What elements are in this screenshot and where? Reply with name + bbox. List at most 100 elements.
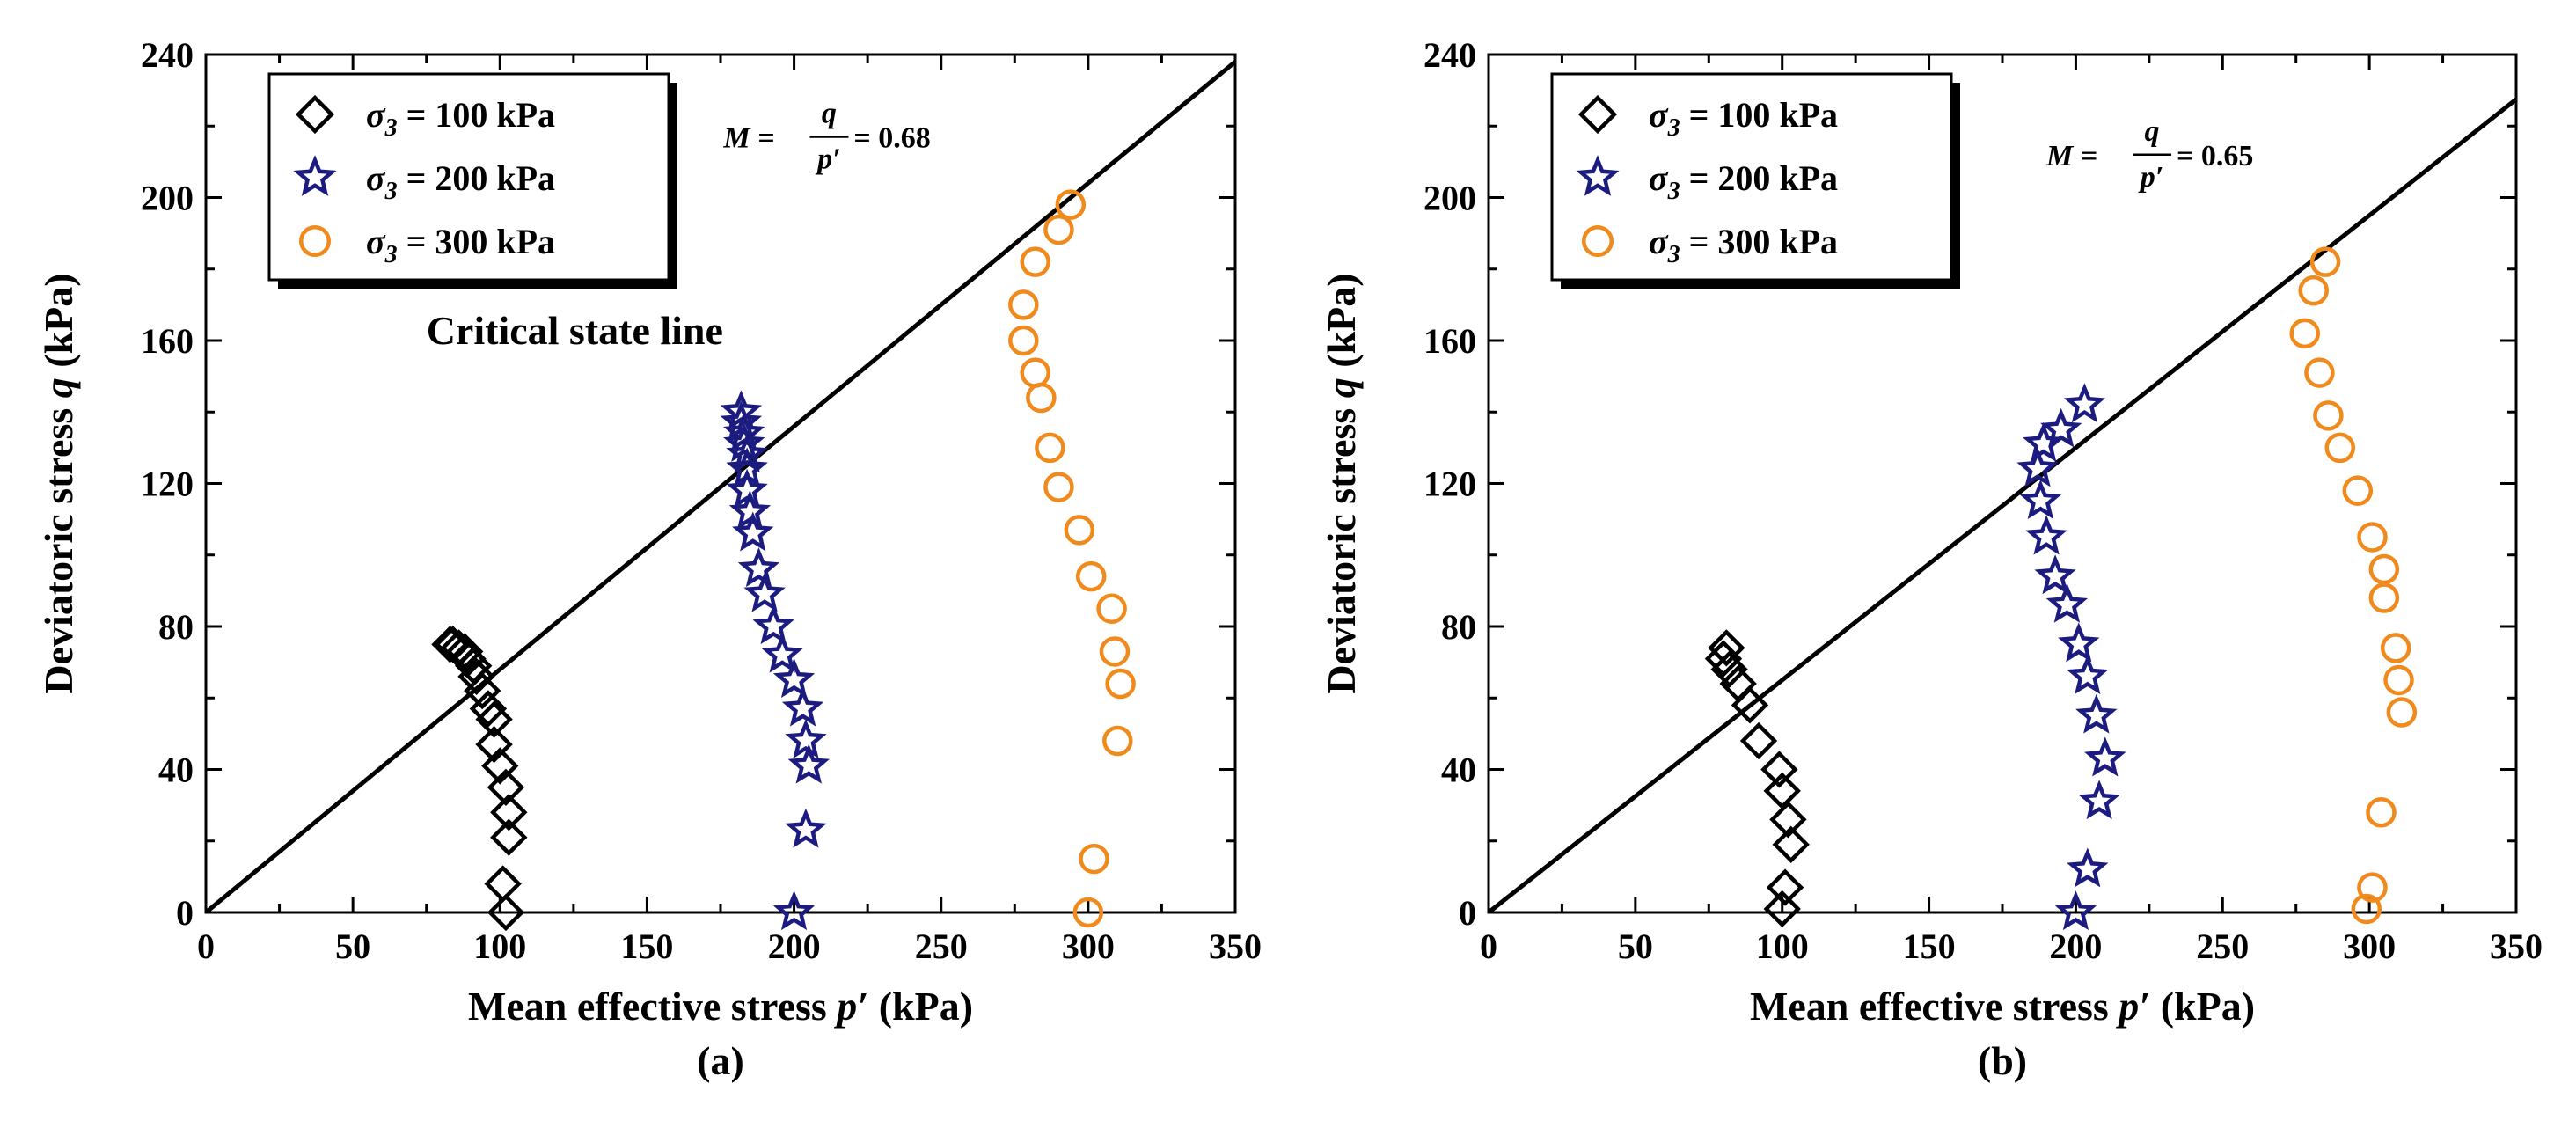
legend-label-rest: = 300 kPa <box>1680 222 1838 261</box>
data-point-circle <box>2383 664 2414 696</box>
x-tick-label: 250 <box>915 927 968 966</box>
panel-label: (a) <box>697 1038 744 1083</box>
legend-label: σ3 = 100 kPa <box>1649 95 1838 142</box>
y-axis-title: Deviatoric stress q (kPa) <box>1319 273 1364 693</box>
x-axis-title-unit: (kPa) <box>868 984 973 1029</box>
data-point-star <box>785 719 827 759</box>
legend-label-sigma: σ <box>1649 95 1669 135</box>
y-tick-label: 160 <box>141 321 194 361</box>
anno-denominator: p′ <box>815 143 841 175</box>
legend-label: σ3 = 300 kPa <box>1649 222 1838 268</box>
legend-label: σ3 = 200 kPa <box>1649 158 1838 205</box>
data-point-circle <box>2289 318 2320 349</box>
critical-state-line <box>206 60 1235 912</box>
data-point-circle <box>1079 843 1109 875</box>
legend-label: σ3 = 200 kPa <box>366 158 555 205</box>
x-axis-title: Mean effective stress p′ (kPa) <box>468 984 973 1029</box>
data-point-star <box>2025 515 2067 555</box>
legend-box <box>267 72 670 282</box>
legend-label-sub: 3 <box>1667 114 1680 142</box>
x-axis-title: Mean effective stress p′ (kPa) <box>1750 984 2255 1029</box>
x-axis-title-var: p′ <box>833 984 868 1029</box>
series-diamond <box>431 626 528 932</box>
legend-label-sub: 3 <box>384 114 398 142</box>
data-point-circle <box>1099 636 1131 667</box>
x-tick-label: 200 <box>2049 927 2102 966</box>
data-point-circle <box>2309 246 2341 277</box>
data-point-diamond <box>490 794 528 831</box>
data-point-circle <box>1055 189 1087 220</box>
data-point-star <box>787 743 831 784</box>
data-point-diamond <box>434 626 472 663</box>
data-point-circle <box>1008 325 1039 356</box>
data-point-diamond <box>1763 772 1801 810</box>
y-axis-title-var: q <box>36 377 81 398</box>
data-point-star <box>2040 407 2082 448</box>
y-tick-label: 120 <box>1423 465 1476 504</box>
legend-marker-diamond <box>1577 94 1618 135</box>
legend-label-rest: = 100 kPa <box>398 95 555 135</box>
y-axis-title-unit: (kPa) <box>36 273 81 377</box>
data-point-circle <box>1075 560 1107 592</box>
legend-label-rest: = 100 kPa <box>1680 95 1838 135</box>
data-point-circle <box>2366 797 2397 828</box>
data-point-diamond <box>1710 650 1748 688</box>
legend-label-sigma: σ <box>366 222 386 261</box>
x-tick-label: 300 <box>2343 927 2396 966</box>
data-point-diamond <box>1772 825 1810 863</box>
y-tick-label: 0 <box>176 893 194 933</box>
data-point-circle <box>2357 522 2388 553</box>
data-point-circle <box>1064 515 1095 546</box>
legend-label-rest: = 200 kPa <box>1680 158 1838 198</box>
anno-denominator: p′ <box>2138 161 2164 194</box>
data-point-circle <box>1072 897 1104 928</box>
data-point-circle <box>2357 872 2388 903</box>
legend-label-sigma: σ <box>366 95 386 135</box>
data-point-diamond <box>1769 801 1807 839</box>
y-axis-title-unit: (kPa) <box>1319 273 1364 377</box>
y-axis-title: Deviatoric stress q (kPa) <box>36 273 81 693</box>
data-point-diamond <box>490 818 528 856</box>
slope-annotation: M = q p′ = 0.65 <box>2045 115 2253 194</box>
anno-numerator: q <box>2145 115 2160 148</box>
x-axis-title-text: Mean effective stress <box>1750 984 2119 1029</box>
data-point-diamond <box>1763 890 1801 928</box>
y-tick-label: 160 <box>1423 321 1476 361</box>
data-point-circle <box>1043 214 1074 245</box>
panel-a: 0 50 100 150 200 250 300 350 0 40 80 120 160 200 240 Me… <box>36 35 1262 1083</box>
x-tick-label: 100 <box>1756 927 1809 966</box>
data-point-diamond <box>487 893 525 932</box>
data-point-star <box>785 808 827 848</box>
x-tick-label: 100 <box>473 927 526 966</box>
y-tick-label: 240 <box>141 35 194 75</box>
data-point-star <box>772 657 816 699</box>
x-tick-label: 200 <box>768 927 821 966</box>
data-point-circle <box>2351 893 2382 925</box>
x-tick-label: 150 <box>1903 927 1956 966</box>
legend-label-rest: = 200 kPa <box>398 158 555 198</box>
x-axis-title-var: p′ <box>2115 984 2150 1029</box>
data-point-circle <box>1008 289 1039 320</box>
anno-rhs: = 0.65 <box>2177 140 2253 172</box>
data-point-star <box>728 490 772 531</box>
x-tick-label: 50 <box>1618 927 1653 966</box>
legend-label-sigma: σ <box>1649 158 1669 198</box>
data-point-star <box>726 447 768 487</box>
data-point-diamond <box>475 700 513 738</box>
legend-marker-diamond <box>295 94 335 135</box>
x-tick-label: 300 <box>1062 927 1115 966</box>
data-point-circle <box>2313 400 2344 431</box>
critical-state-line <box>1489 97 2516 912</box>
data-point-circle <box>2368 553 2400 585</box>
data-point-circle <box>2304 357 2335 388</box>
legend-marker-circle <box>299 225 331 257</box>
data-point-circle <box>1035 432 1065 464</box>
legend-label: σ3 = 100 kPa <box>366 95 555 142</box>
x-axis-title-text: Mean effective stress <box>468 984 837 1029</box>
data-point-star <box>2054 890 2097 931</box>
legend-label-sigma: σ <box>366 158 386 198</box>
data-point-circle <box>2324 432 2356 464</box>
data-point-diamond <box>1760 751 1798 788</box>
legend-label-sub: 3 <box>1667 241 1680 268</box>
data-point-star <box>2067 847 2109 888</box>
